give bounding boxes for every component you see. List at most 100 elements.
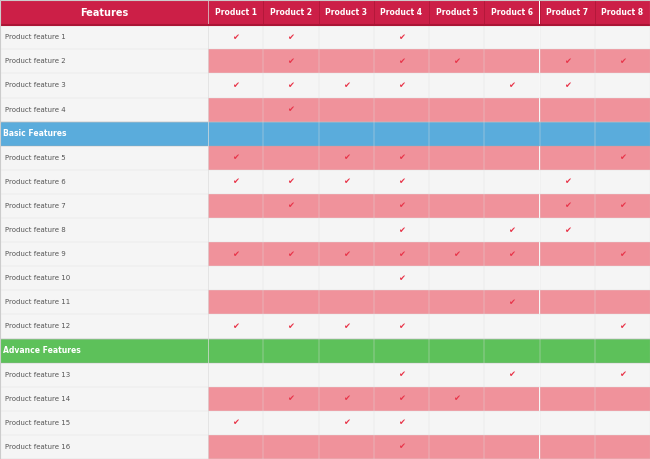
Bar (263, 435, 318, 459)
Bar (429, 146, 484, 170)
Bar (429, 411, 484, 435)
Bar (484, 266, 540, 291)
Text: Product feature 2: Product feature 2 (5, 58, 66, 64)
Bar (429, 98, 484, 122)
Text: ✔: ✔ (619, 322, 626, 331)
Bar (484, 73, 540, 98)
Text: ✔: ✔ (232, 177, 239, 186)
Text: ✔: ✔ (398, 57, 405, 66)
Bar (0, 170, 208, 194)
Text: ✔: ✔ (453, 250, 460, 259)
Bar (318, 50, 374, 73)
Bar (208, 0, 263, 25)
Bar (540, 435, 595, 459)
Bar (0, 411, 208, 435)
Text: Product feature 5: Product feature 5 (5, 155, 66, 161)
Text: ✔: ✔ (508, 225, 515, 235)
Bar (540, 363, 595, 386)
Bar (374, 386, 429, 411)
Bar (429, 314, 484, 339)
Bar (208, 386, 263, 411)
Bar (374, 0, 429, 25)
Text: ✔: ✔ (287, 322, 294, 331)
Bar (208, 170, 263, 194)
Text: ✔: ✔ (398, 442, 405, 452)
Text: ✔: ✔ (453, 394, 460, 403)
Text: Product 4: Product 4 (380, 8, 423, 17)
Text: Product feature 13: Product feature 13 (5, 372, 70, 378)
Bar (540, 411, 595, 435)
Text: Product feature 14: Product feature 14 (5, 396, 70, 402)
Bar (208, 435, 263, 459)
Bar (429, 25, 484, 50)
Text: ✔: ✔ (287, 81, 294, 90)
Bar (208, 411, 263, 435)
Text: ✔: ✔ (343, 394, 350, 403)
Text: Product feature 4: Product feature 4 (5, 106, 66, 112)
Text: ✔: ✔ (343, 81, 350, 90)
Bar (484, 435, 540, 459)
Bar (263, 291, 318, 314)
Text: ✔: ✔ (619, 57, 626, 66)
Bar (374, 218, 429, 242)
Text: ✔: ✔ (453, 57, 460, 66)
Bar (263, 242, 318, 266)
Text: ✔: ✔ (232, 250, 239, 259)
Text: ✔: ✔ (398, 370, 405, 379)
Bar (484, 194, 540, 218)
Text: ✔: ✔ (398, 418, 405, 427)
Bar (0, 98, 208, 122)
Bar (208, 242, 263, 266)
Text: ✔: ✔ (398, 274, 405, 283)
Text: ✔: ✔ (343, 250, 350, 259)
Bar (540, 266, 595, 291)
Bar (0, 363, 208, 386)
Bar (540, 242, 595, 266)
Bar (374, 170, 429, 194)
Text: Product 3: Product 3 (325, 8, 367, 17)
Bar (263, 218, 318, 242)
Bar (595, 242, 650, 266)
Text: Product feature 12: Product feature 12 (5, 324, 70, 330)
Text: ✔: ✔ (398, 394, 405, 403)
Text: ✔: ✔ (508, 370, 515, 379)
Bar (540, 98, 595, 122)
Bar (263, 386, 318, 411)
Bar (484, 25, 540, 50)
Bar (318, 146, 374, 170)
Bar (208, 73, 263, 98)
Text: ✔: ✔ (232, 81, 239, 90)
Bar (484, 146, 540, 170)
Bar (263, 146, 318, 170)
Bar (595, 0, 650, 25)
Bar (0, 314, 208, 339)
Text: ✔: ✔ (287, 177, 294, 186)
Text: ✔: ✔ (398, 322, 405, 331)
Bar (595, 25, 650, 50)
Text: ✔: ✔ (564, 81, 571, 90)
Text: ✔: ✔ (508, 298, 515, 307)
Text: ✔: ✔ (232, 33, 239, 42)
Text: Product feature 15: Product feature 15 (5, 420, 70, 426)
Text: Product 5: Product 5 (436, 8, 478, 17)
Bar (208, 363, 263, 386)
Bar (595, 98, 650, 122)
Bar (429, 291, 484, 314)
Bar (208, 314, 263, 339)
Bar (374, 314, 429, 339)
Text: ✔: ✔ (287, 33, 294, 42)
Bar (318, 170, 374, 194)
Text: Product feature 7: Product feature 7 (5, 203, 66, 209)
Bar (540, 314, 595, 339)
Bar (374, 98, 429, 122)
Bar (318, 386, 374, 411)
Bar (374, 50, 429, 73)
Bar (429, 0, 484, 25)
Text: ✔: ✔ (564, 177, 571, 186)
Bar (540, 386, 595, 411)
Text: ✔: ✔ (287, 57, 294, 66)
Bar (263, 98, 318, 122)
Bar (429, 363, 484, 386)
Bar (595, 218, 650, 242)
Bar (374, 411, 429, 435)
